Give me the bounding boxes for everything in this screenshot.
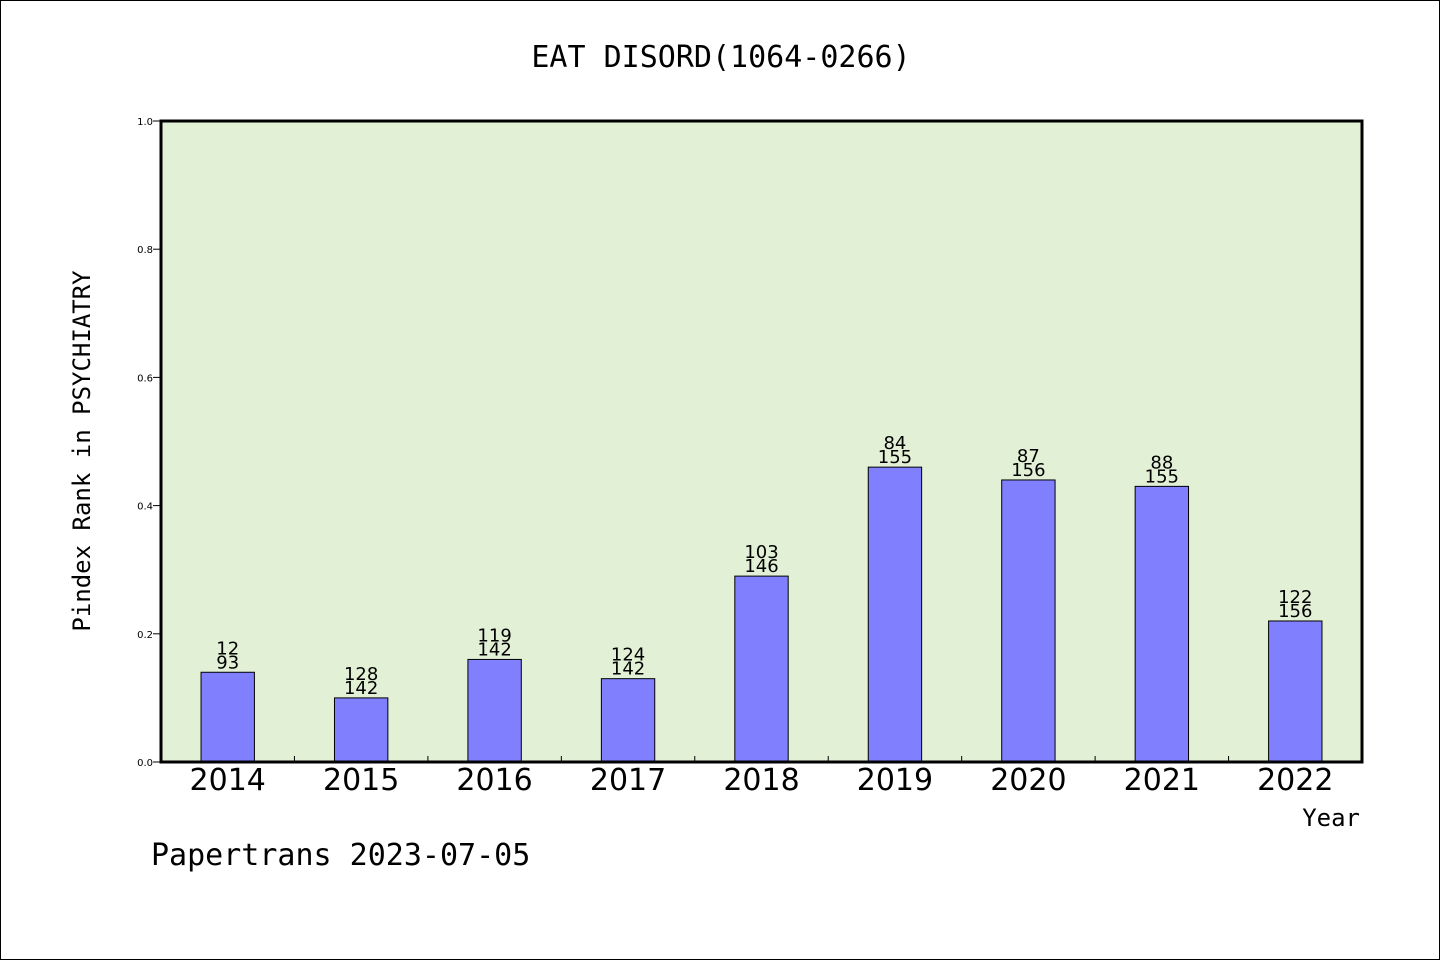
rank-label: 122: [1278, 587, 1312, 608]
rank-label: 87: [1017, 446, 1040, 467]
x-tick-label: 2020: [990, 763, 1066, 798]
bar: [1268, 620, 1323, 763]
y-tick-label: 0.8: [137, 245, 153, 256]
x-tick-label: 2015: [323, 763, 399, 798]
y-tick-label: 1.0: [137, 117, 153, 128]
total-label: 156: [1011, 460, 1045, 481]
bar: [867, 466, 923, 763]
x-axis-label: Year: [1302, 804, 1360, 832]
total-label: 156: [1278, 601, 1312, 622]
y-tick-label: 0.2: [137, 630, 153, 641]
total-label: 146: [744, 556, 778, 577]
bar: [600, 678, 656, 763]
rank-label: 88: [1150, 452, 1173, 473]
y-axis: 0.0 0.2 0.4 0.6 0.8 1.0: [137, 117, 161, 769]
footer-text: Papertrans 2023-07-05: [151, 838, 530, 873]
chart-title: EAT DISORD(1064-0266): [531, 40, 910, 75]
x-tick-label: 2022: [1257, 763, 1333, 798]
x-tick-label: 2017: [590, 763, 666, 798]
total-label: 142: [477, 639, 511, 660]
rank-label: 84: [883, 433, 906, 454]
y-tick-label: 0.4: [137, 502, 153, 513]
total-label: 155: [1145, 466, 1179, 487]
total-label: 155: [878, 447, 912, 468]
total-label: 93: [216, 652, 239, 673]
rank-label: 119: [477, 625, 511, 646]
x-tick-label: 2016: [456, 763, 532, 798]
rank-label: 12: [216, 638, 239, 659]
y-tick-label: 0.6: [137, 373, 153, 384]
bar: [1001, 479, 1056, 763]
bar: [333, 697, 389, 763]
total-label: 142: [344, 678, 378, 699]
bar: [1134, 485, 1190, 763]
rank-label: 128: [344, 664, 378, 685]
x-axis: 2014 2015 2016 2017 2018 2019 2020 2021 2022: [190, 756, 1333, 798]
rank-label: 124: [611, 645, 645, 666]
bar: [734, 575, 789, 763]
total-label: 142: [611, 659, 645, 680]
x-tick-label: 2014: [190, 763, 266, 798]
x-tick-label: 2018: [723, 763, 799, 798]
bars: [200, 466, 1323, 763]
y-tick-label: 0.0: [137, 758, 153, 769]
x-tick-label: 2019: [857, 763, 933, 798]
plot-border: [159, 119, 1364, 764]
y-axis-label: Pindex Rank in PSYCHIATRY: [68, 270, 96, 632]
x-tick-label: 2021: [1124, 763, 1200, 798]
bar: [467, 658, 522, 763]
rank-label: 103: [744, 542, 778, 563]
bar: [200, 671, 255, 763]
